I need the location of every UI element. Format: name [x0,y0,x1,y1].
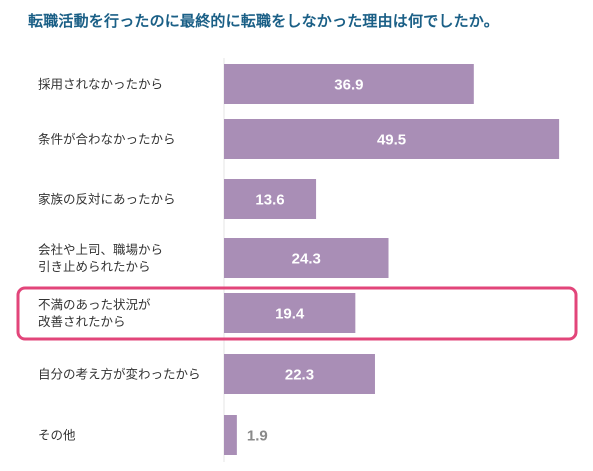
category-label: 家族の反対にあったから [38,192,176,207]
category-label: 採用されなかったから [38,77,163,92]
bar [224,119,560,159]
highlight-box [16,286,578,341]
category-label: 自分の考え方が変わったから [38,367,201,382]
bar-value-label: 19.4 [275,306,305,323]
bar-value-label: 49.5 [377,132,406,149]
bar [224,238,389,278]
bar [224,179,317,219]
bar-value-label: 24.3 [292,251,321,268]
chart-title: 転職活動を行ったのに最終的に転職をしなかった理由は何でしたか。 [28,12,499,30]
bar-value-label: 36.9 [334,77,363,94]
category-label: 条件が合わなかったから [38,132,176,147]
bar [224,64,474,104]
category-label: 会社や上司、職場から引き止められたから [38,242,163,274]
bar [224,354,375,394]
bar-value-label: 22.3 [285,367,314,384]
category-label: 不満のあった状況が改善されたから [38,297,151,329]
bar-value-label: 1.9 [247,428,268,445]
bar [224,415,237,455]
bar [224,293,356,333]
category-label: その他 [38,428,76,443]
bar-value-label: 13.6 [255,192,284,209]
